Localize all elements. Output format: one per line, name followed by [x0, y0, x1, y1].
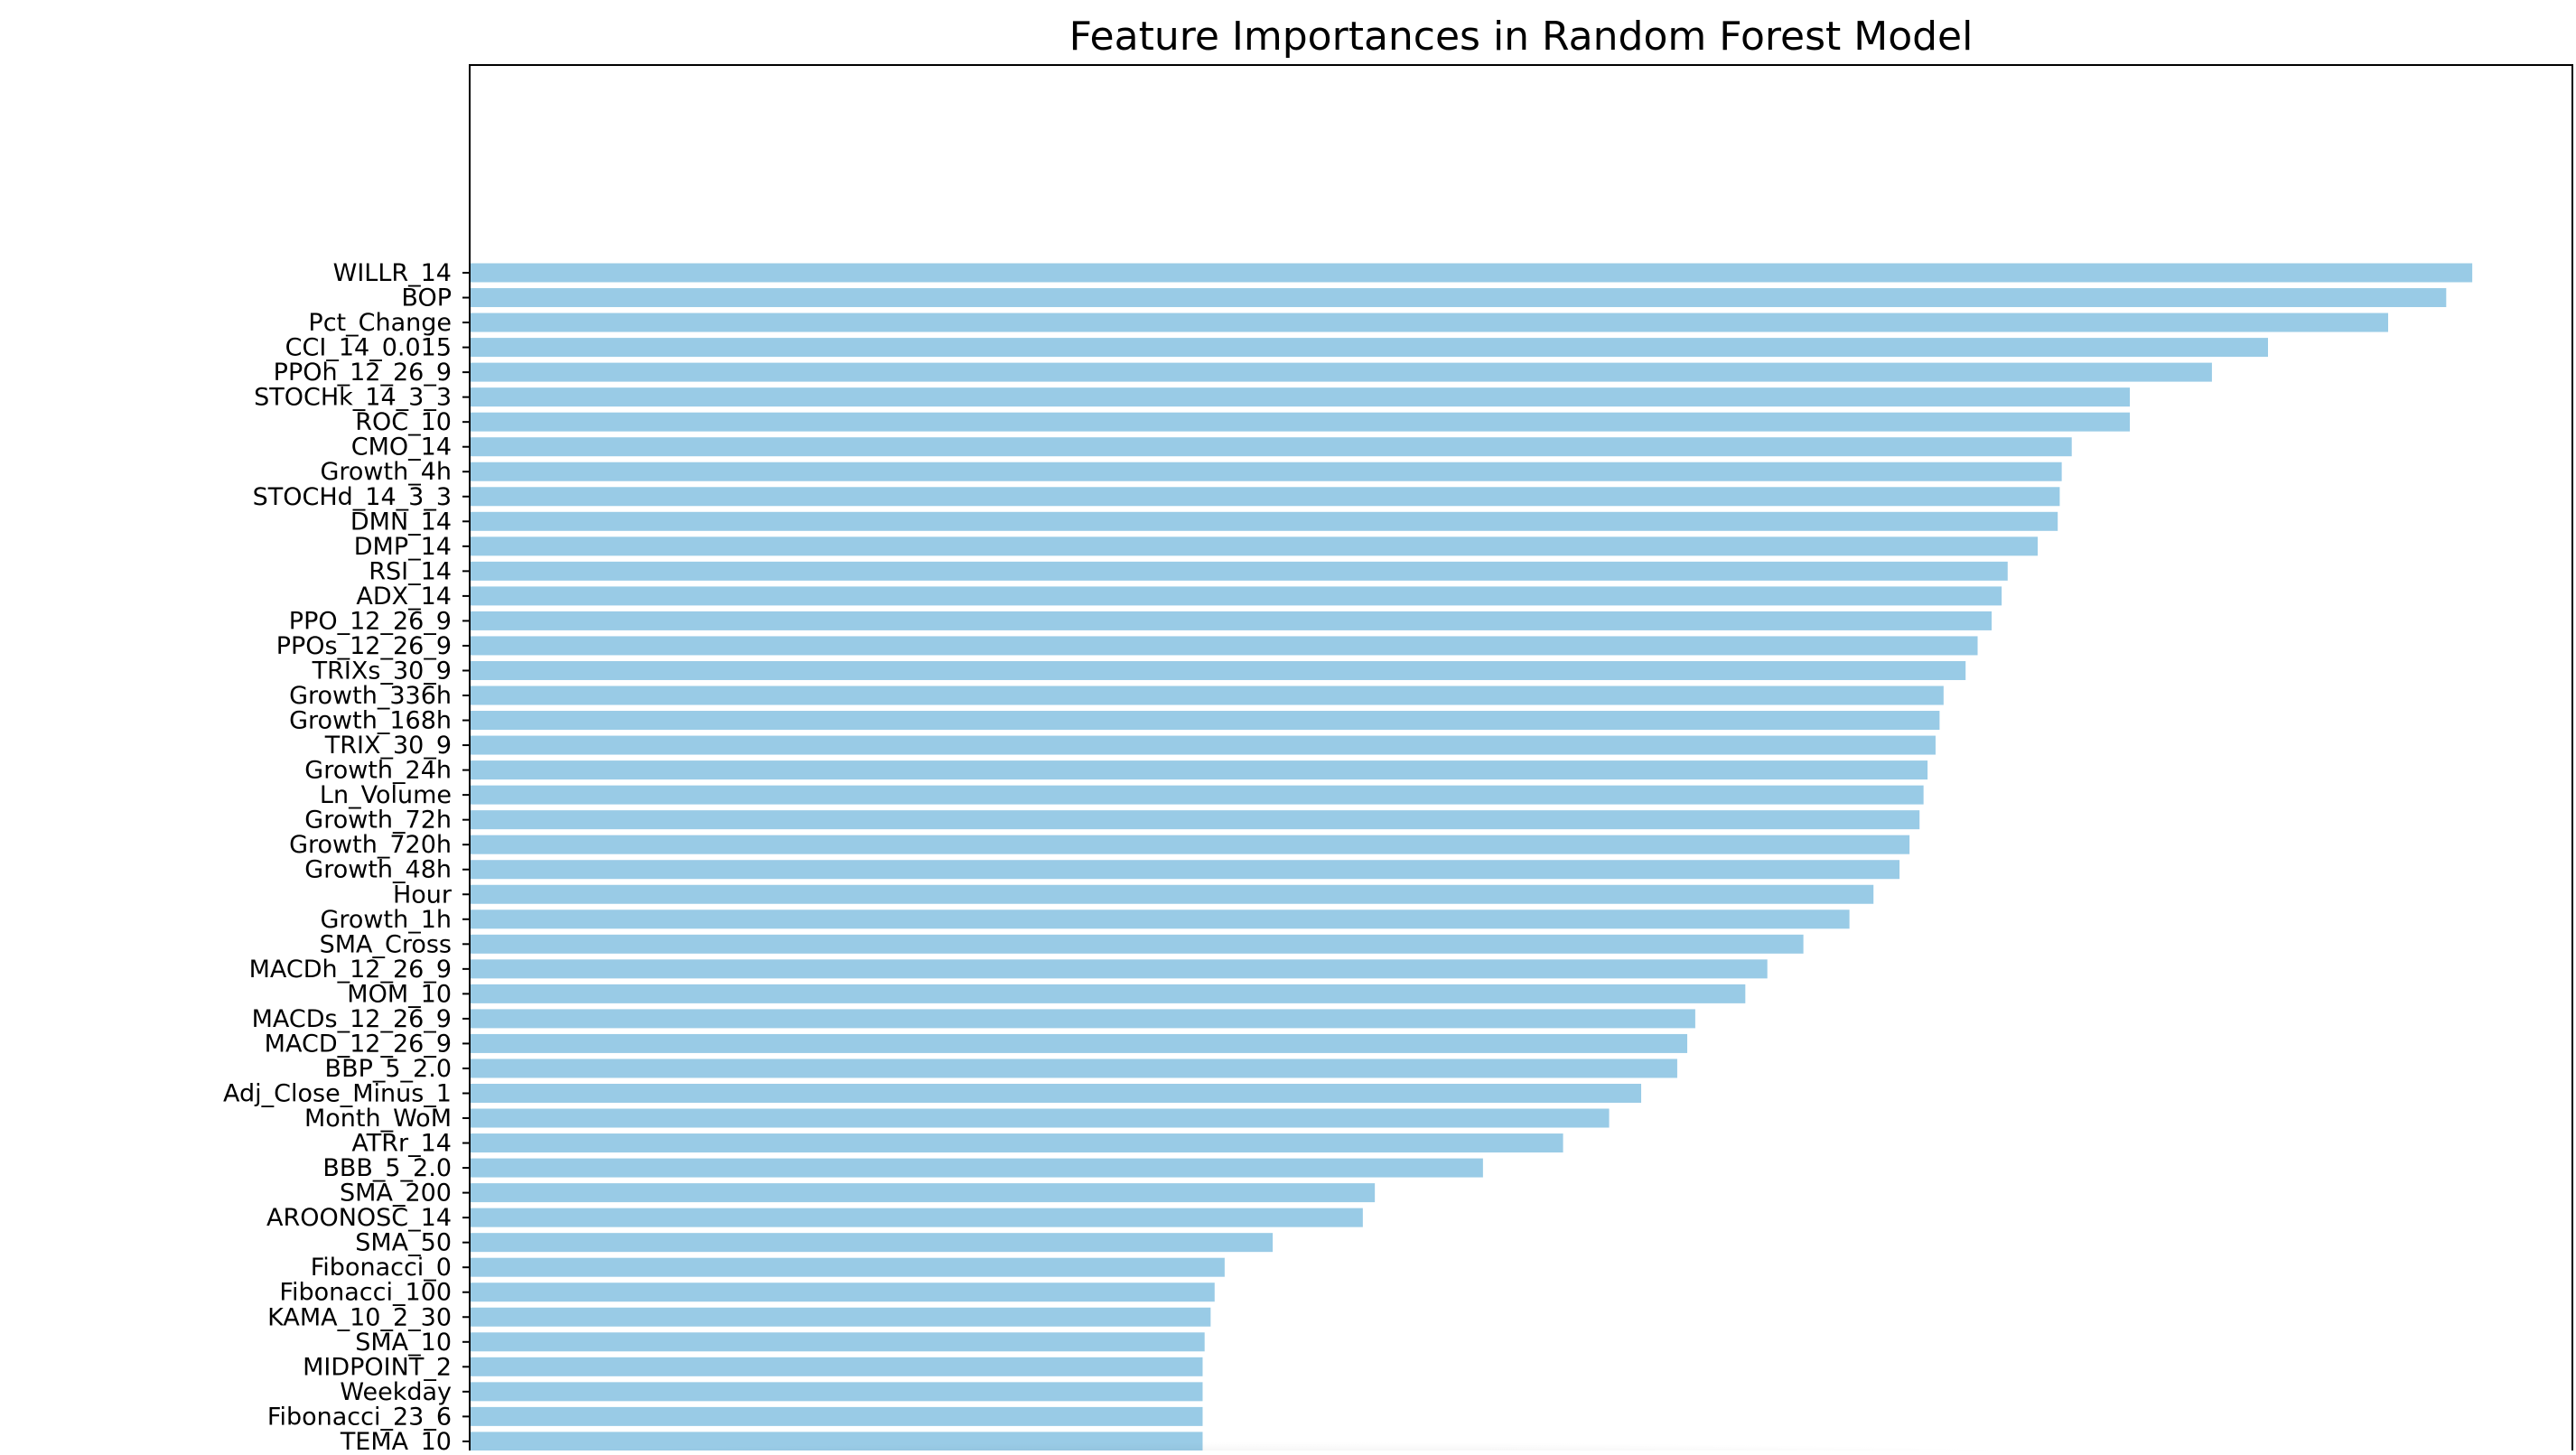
bar-BBB_5_2.0 [470, 1158, 1483, 1178]
y-tick-label-SMA_Cross: SMA_Cross [320, 930, 452, 958]
y-ticks [462, 272, 470, 1442]
bar-Pct_Change [470, 312, 2389, 332]
bar-ADX_14 [470, 586, 2002, 606]
y-tick-label-PPOs_12_26_9: PPOs_12_26_9 [276, 632, 452, 660]
bar-BBP_5_2.0 [470, 1059, 1677, 1078]
bar-CMO_14 [470, 437, 2072, 457]
y-tick-labels: WILLR_14BOPPct_ChangeCCI_14_0.015PPOh_12… [223, 259, 453, 1455]
y-tick-label-Adj_Close_Minus_1: Adj_Close_Minus_1 [223, 1079, 452, 1107]
bar-PPO_12_26_9 [470, 611, 1993, 630]
bar-PPOs_12_26_9 [470, 636, 1978, 656]
bar-ATRr_14 [470, 1133, 1563, 1153]
axes-frame [469, 64, 2573, 1450]
y-tick-label-Growth_4h: Growth_4h [320, 458, 452, 486]
bottom-fade [0, 1396, 2576, 1450]
bar-Growth_4h [470, 462, 2062, 481]
bar-KAMA_10_2_30 [470, 1307, 1211, 1327]
y-tick-label-ADX_14: ADX_14 [356, 583, 452, 611]
y-tick-label-DMP_14: DMP_14 [354, 533, 452, 561]
bar-WILLR_14 [470, 263, 2473, 283]
bar-PPOh_12_26_9 [470, 362, 2212, 382]
y-tick-label-Growth_72h: Growth_72h [304, 807, 452, 835]
y-tick-label-MOM_10: MOM_10 [347, 980, 452, 1008]
bar-ROC_10 [470, 412, 2131, 432]
bar-Growth_336h [470, 686, 1944, 705]
y-tick-label-TRIXs_30_9: TRIXs_30_9 [312, 657, 452, 685]
chart-title: Feature Importances in Random Forest Mod… [1069, 14, 1974, 60]
y-tick-label-PPOh_12_26_9: PPOh_12_26_9 [274, 359, 452, 387]
bar-SMA_200 [470, 1183, 1376, 1203]
bar-MACDh_12_26_9 [470, 959, 1768, 979]
y-tick-label-BOP: BOP [401, 284, 452, 312]
bar-MACDs_12_26_9 [470, 1009, 1695, 1029]
y-tick-label-RSI_14: RSI_14 [369, 557, 452, 585]
bar-MACD_12_26_9 [470, 1033, 1688, 1053]
y-tick-label-MACD_12_26_9: MACD_12_26_9 [265, 1030, 452, 1058]
y-tick-label-Fibonacci_100: Fibonacci_100 [279, 1279, 452, 1307]
y-tick-label-MACDh_12_26_9: MACDh_12_26_9 [249, 956, 452, 984]
bar-MIDPOINT_2 [470, 1357, 1203, 1376]
y-tick-label-TRIX_30_9: TRIX_30_9 [324, 732, 452, 760]
bar-Fibonacci_100 [470, 1282, 1215, 1302]
bar-Growth_48h [470, 860, 1900, 880]
y-tick-label-Pct_Change: Pct_Change [308, 309, 452, 337]
y-tick-label-AROONOSC_14: AROONOSC_14 [266, 1204, 452, 1232]
y-tick-label-Growth_1h: Growth_1h [320, 906, 452, 934]
bar-SMA_10 [470, 1332, 1205, 1352]
y-tick-label-BBP_5_2.0: BBP_5_2.0 [325, 1055, 452, 1083]
y-tick-label-SMA_200: SMA_200 [340, 1180, 452, 1208]
y-tick-label-Ln_Volume: Ln_Volume [320, 781, 452, 809]
bar-BOP [470, 288, 2447, 308]
bar-Ln_Volume [470, 785, 1924, 805]
y-tick-label-CCI_14_0.015: CCI_14_0.015 [285, 334, 452, 362]
y-tick-label-Growth_24h: Growth_24h [304, 757, 452, 785]
y-tick-label-KAMA_10_2_30: KAMA_10_2_30 [267, 1303, 452, 1331]
axes-spines [469, 64, 2573, 1450]
y-tick-label-Growth_48h: Growth_48h [304, 856, 452, 884]
y-tick-label-Month_WoM: Month_WoM [304, 1105, 452, 1133]
bar-SMA_Cross [470, 934, 1804, 954]
bars-group [470, 263, 2473, 1451]
y-tick-label-ATRr_14: ATRr_14 [351, 1130, 452, 1158]
y-tick-label-SMA_50: SMA_50 [355, 1229, 452, 1257]
y-tick-label-Growth_720h: Growth_720h [289, 831, 452, 859]
y-tick-label-Growth_168h: Growth_168h [289, 707, 452, 735]
bar-Growth_1h [470, 909, 1850, 929]
bar-Growth_168h [470, 711, 1940, 731]
bar-CCI_14_0.015 [470, 338, 2268, 358]
y-tick-label-MIDPOINT_2: MIDPOINT_2 [303, 1353, 452, 1381]
y-tick-label-Growth_336h: Growth_336h [289, 682, 452, 710]
y-tick-label-STOCHd_14_3_3: STOCHd_14_3_3 [253, 483, 452, 511]
bar-Hour [470, 884, 1874, 904]
bar-Fibonacci_0 [470, 1257, 1225, 1277]
bar-Growth_72h [470, 810, 1920, 830]
y-tick-label-Fibonacci_0: Fibonacci_0 [311, 1254, 452, 1282]
y-tick-label-Hour: Hour [393, 881, 453, 909]
bar-SMA_50 [470, 1233, 1274, 1253]
y-tick-label-DMN_14: DMN_14 [350, 508, 452, 536]
bar-Growth_720h [470, 835, 1910, 854]
bar-DMP_14 [470, 536, 2039, 556]
y-tick-label-PPO_12_26_9: PPO_12_26_9 [289, 607, 452, 635]
bar-STOCHd_14_3_3 [470, 487, 2060, 507]
bar-STOCHk_14_3_3 [470, 387, 2131, 407]
y-tick-label-WILLR_14: WILLR_14 [333, 259, 452, 287]
bar-RSI_14 [470, 561, 2008, 581]
y-tick-label-CMO_14: CMO_14 [351, 434, 452, 462]
bar-TRIX_30_9 [470, 735, 1936, 755]
bar-AROONOSC_14 [470, 1208, 1363, 1227]
bar-Month_WoM [470, 1108, 1610, 1128]
y-tick-label-STOCHk_14_3_3: STOCHk_14_3_3 [254, 384, 452, 412]
bar-TRIXs_30_9 [470, 660, 1966, 680]
bar-MOM_10 [470, 984, 1746, 1003]
bar-Adj_Close_Minus_1 [470, 1083, 1642, 1103]
y-tick-label-MACDs_12_26_9: MACDs_12_26_9 [252, 1005, 452, 1033]
bar-DMN_14 [470, 511, 2058, 531]
y-tick-label-BBB_5_2.0: BBB_5_2.0 [322, 1154, 452, 1182]
bar-Growth_24h [470, 760, 1928, 780]
y-tick-label-SMA_10: SMA_10 [355, 1329, 452, 1357]
y-tick-label-ROC_10: ROC_10 [355, 408, 452, 436]
